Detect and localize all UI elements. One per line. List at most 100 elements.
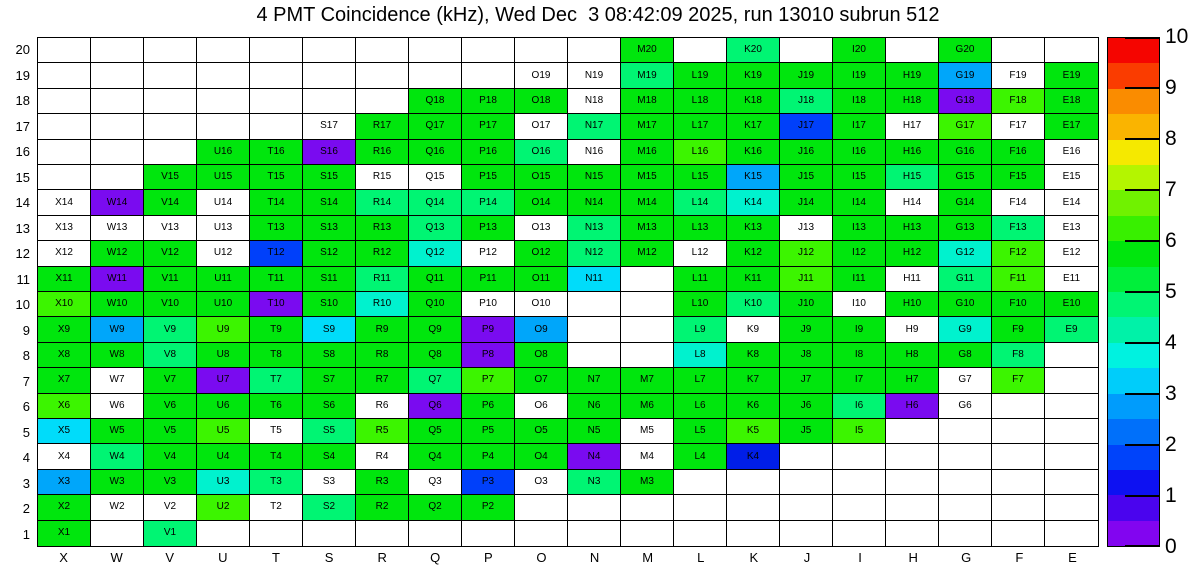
cell-label: R14 — [372, 196, 392, 208]
x-axis-label: J — [803, 550, 811, 565]
y-axis-label: 3 — [22, 475, 30, 491]
cell-label: G10 — [955, 298, 975, 310]
heatmap-cell — [38, 164, 91, 191]
colorbar-band — [1108, 139, 1159, 166]
heatmap-cell: K17 — [727, 114, 780, 140]
cell-label: Q5 — [428, 425, 442, 437]
heatmap-cell — [780, 444, 833, 470]
y-axis-label: 7 — [22, 373, 30, 389]
cell-label: P16 — [479, 145, 497, 157]
cell-label: R15 — [372, 171, 392, 183]
heatmap-cell: G15 — [939, 164, 992, 191]
heatmap-cell: U15 — [197, 164, 250, 191]
colorbar-tick-label: 5 — [1165, 280, 1177, 303]
cell-label: T16 — [267, 145, 285, 157]
heatmap-cell: M3 — [621, 469, 674, 496]
cell-label: K14 — [744, 196, 762, 208]
cell-label: E14 — [1062, 196, 1081, 208]
heatmap-cell — [886, 469, 939, 496]
cell-label: W3 — [109, 475, 125, 487]
cell-label: P2 — [481, 501, 495, 513]
heatmap-cell: G6 — [939, 393, 992, 419]
y-axis-label: 16 — [15, 144, 30, 160]
cell-label: L13 — [691, 221, 709, 233]
heatmap-cell: Q16 — [409, 139, 462, 165]
heatmap-cell: M4 — [621, 444, 674, 470]
cell-label: W5 — [109, 425, 125, 437]
heatmap-cell: K4 — [727, 444, 780, 470]
y-axis-label: 14 — [15, 195, 30, 211]
cell-label: P11 — [479, 272, 497, 284]
cell-label: M18 — [637, 94, 657, 106]
heatmap-cell: G11 — [939, 266, 992, 292]
heatmap-cell: N7 — [568, 368, 621, 394]
cell-label: Q10 — [425, 298, 445, 310]
cell-label: Q15 — [425, 171, 445, 183]
cell-label: K18 — [744, 94, 762, 106]
heatmap-cell — [1045, 393, 1098, 419]
heatmap-cell: X5 — [38, 418, 91, 445]
cell-label: S7 — [322, 374, 336, 386]
heatmap-cell: V11 — [144, 266, 197, 292]
heatmap-cell: M19 — [621, 63, 674, 89]
heatmap-cell — [356, 88, 409, 115]
cell-label: K16 — [744, 145, 762, 157]
heatmap-cell: S12 — [303, 241, 356, 267]
heatmap-cell — [356, 63, 409, 89]
heatmap-cell: K16 — [727, 139, 780, 165]
heatmap-cell: H6 — [886, 393, 939, 419]
heatmap-cell: R6 — [356, 393, 409, 419]
heatmap-cell — [91, 520, 144, 546]
heatmap-cell: K12 — [727, 241, 780, 267]
heatmap-cell — [833, 495, 886, 521]
cell-label: M6 — [640, 399, 654, 411]
y-axis-label: 13 — [15, 220, 30, 236]
heatmap-cell: R3 — [356, 469, 409, 496]
heatmap-cell: X9 — [38, 317, 91, 343]
heatmap-cell — [621, 291, 674, 318]
heatmap-cell — [197, 63, 250, 89]
heatmap-cell — [250, 38, 303, 64]
cell-label: X13 — [55, 221, 73, 233]
cell-label: V6 — [163, 399, 177, 411]
heatmap-cell: M20 — [621, 38, 674, 64]
cell-label: L17 — [691, 120, 709, 132]
heatmap-cell: V7 — [144, 368, 197, 394]
x-axis-label: I — [858, 550, 862, 565]
cell-label: L4 — [694, 450, 706, 462]
cell-label: H9 — [905, 323, 919, 335]
heatmap-cell: E11 — [1045, 266, 1098, 292]
heatmap-cell: F7 — [992, 368, 1045, 394]
y-axis-label: 10 — [15, 297, 30, 313]
cell-label: G12 — [955, 247, 975, 259]
cell-label: V14 — [161, 196, 179, 208]
cell-label: X4 — [57, 450, 71, 462]
cell-label: R3 — [375, 475, 389, 487]
colorbar-band — [1108, 165, 1159, 191]
heatmap-cell — [515, 38, 568, 64]
heatmap-cell: I10 — [833, 291, 886, 318]
colorbar-band — [1108, 190, 1159, 216]
cell-label: U14 — [213, 196, 233, 208]
heatmap-cell: W9 — [91, 317, 144, 343]
cell-label: F19 — [1009, 69, 1027, 81]
heatmap-cell: R9 — [356, 317, 409, 343]
heatmap-cell: N15 — [568, 164, 621, 191]
colorbar-tick — [1125, 545, 1159, 547]
heatmap-cell — [91, 114, 144, 140]
heatmap-cell: E13 — [1045, 215, 1098, 242]
heatmap-cell — [144, 38, 197, 64]
colorbar-tick — [1125, 138, 1159, 140]
heatmap-cell: F17 — [992, 114, 1045, 140]
heatmap-cell: K19 — [727, 63, 780, 89]
cell-label: G14 — [955, 196, 975, 208]
heatmap-cell — [886, 495, 939, 521]
heatmap-cell: R7 — [356, 368, 409, 394]
cell-label: H12 — [902, 247, 922, 259]
heatmap-cell — [992, 495, 1045, 521]
heatmap-cell: Q18 — [409, 88, 462, 115]
cell-label: P10 — [479, 298, 497, 310]
colorbar-tick — [1125, 393, 1159, 395]
cell-label: V4 — [163, 450, 177, 462]
cell-label: G7 — [958, 374, 972, 386]
